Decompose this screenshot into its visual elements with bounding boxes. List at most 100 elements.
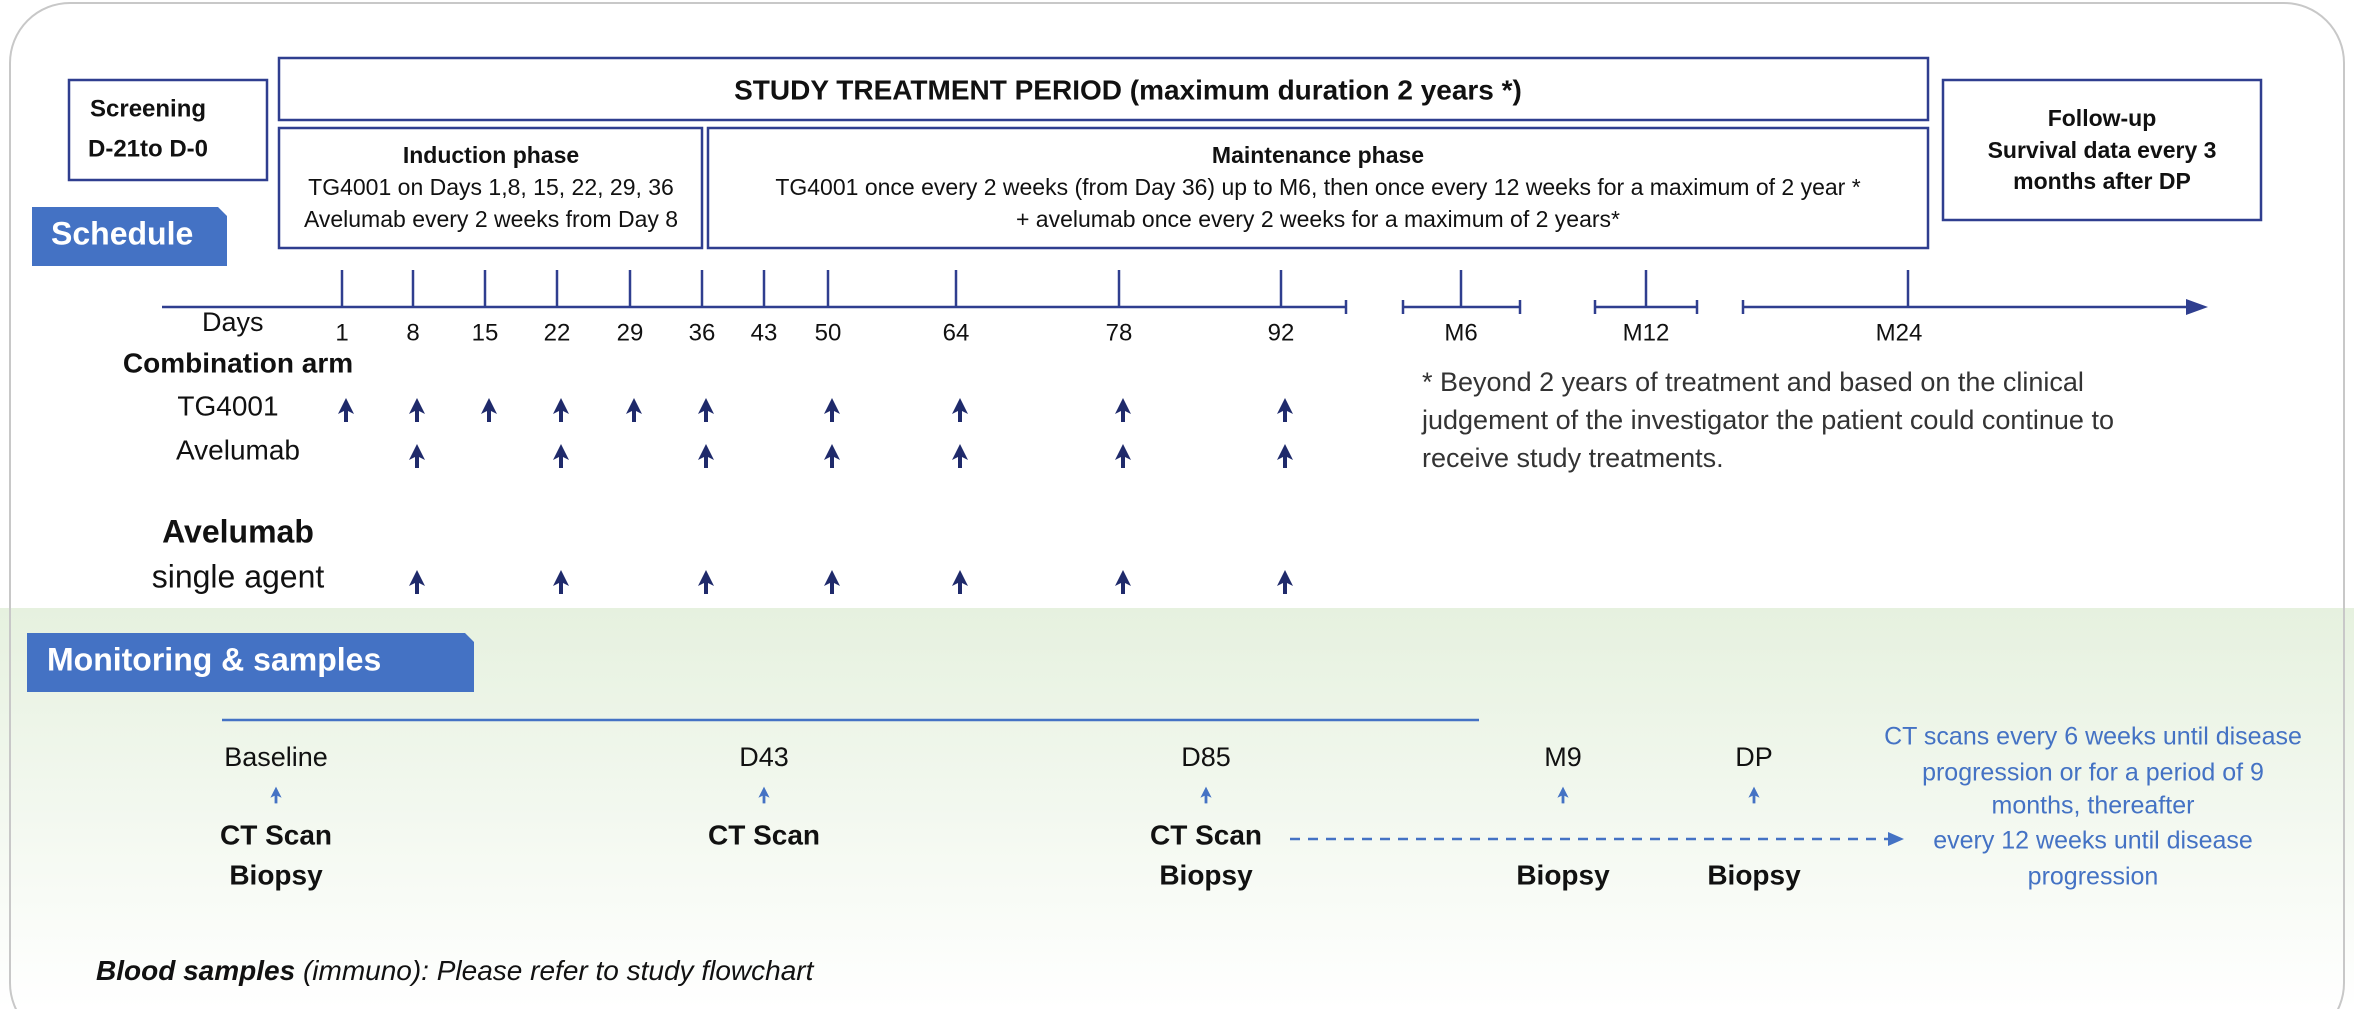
footnote-line: receive study treatments. (1422, 443, 1724, 473)
arrow (698, 444, 714, 468)
arrow (409, 398, 425, 422)
arrow (1115, 570, 1131, 594)
point-label: M9 (1544, 742, 1582, 772)
screening-box (67, 78, 269, 182)
schedule-tab (32, 207, 227, 266)
day-label: 29 (617, 319, 644, 346)
arrow (698, 570, 714, 594)
arrow (1557, 786, 1569, 804)
arrow (1115, 444, 1131, 468)
arrow (1277, 570, 1293, 594)
treatment-period-box (277, 56, 1930, 122)
point-label: D43 (739, 742, 789, 772)
ct-note-line: months, thereafter (1992, 792, 2195, 820)
arm-row-label: TG4001 (177, 390, 278, 421)
arrow (1277, 398, 1293, 422)
arrow (338, 398, 354, 422)
arrow (270, 786, 282, 804)
maintenance-title: Maintenance phase (1212, 142, 1424, 168)
footnote-line: * Beyond 2 years of treatment and based … (1422, 367, 2084, 397)
point-label: D85 (1181, 742, 1231, 772)
arrow (824, 570, 840, 594)
schedule-label: Schedule (51, 215, 193, 251)
day-label: 64 (943, 319, 970, 346)
arrow (1200, 786, 1212, 804)
frame (9, 2, 2345, 1009)
monitoring-label: Monitoring & samples (47, 641, 381, 677)
arrow (1277, 444, 1293, 468)
induction-box (277, 126, 704, 250)
blood-note-bold: Blood samples (96, 955, 295, 986)
day-label: 43 (751, 319, 778, 346)
follow-up-box (1941, 78, 2263, 222)
day-label: 1 (335, 319, 348, 346)
arrow (824, 444, 840, 468)
maintenance-line: + avelumab once every 2 weeks for a maxi… (1016, 206, 1620, 232)
arrow (626, 398, 642, 422)
monitoring-points: Baseline CT Scan Biopsy D43 CT Scan D85 CT Sca… (220, 742, 1801, 890)
maintenance-box (706, 126, 1930, 250)
ct-scan-label: CT Scan (220, 819, 332, 850)
day-label: 50 (815, 319, 842, 346)
arrow (952, 570, 968, 594)
single-agent-label: Avelumab (162, 513, 314, 549)
day-label: 8 (406, 319, 419, 346)
blood-note: Blood samples (immuno): Please refer to … (96, 955, 815, 986)
arrow (553, 398, 569, 422)
induction-title: Induction phase (403, 142, 579, 168)
follow-up-line: Survival data every 3 (1988, 137, 2217, 163)
arrow (553, 444, 569, 468)
arrow (553, 570, 569, 594)
dashed-arrowhead (1888, 832, 1904, 846)
month-label: M12 (1623, 319, 1670, 346)
arrow (481, 398, 497, 422)
arrow (1748, 786, 1760, 804)
footnote-line: judgement of the investigator the patien… (1421, 405, 2114, 435)
arrow (409, 444, 425, 468)
ct-note-line: every 12 weeks until disease (1933, 827, 2253, 855)
arrow (409, 570, 425, 594)
blood-note-rest: (immuno): Please refer to study flowchar… (295, 955, 814, 986)
screening-title: Screening (90, 95, 206, 122)
arrow (824, 398, 840, 422)
combination-arm-label: Combination arm (123, 347, 353, 378)
day-label: 92 (1268, 319, 1295, 346)
point-label: Baseline (224, 742, 328, 772)
arrow (1115, 398, 1131, 422)
induction-line: Avelumab every 2 weeks from Day 8 (304, 206, 678, 232)
arrow (952, 444, 968, 468)
day-label: 22 (544, 319, 571, 346)
month-label: M24 (1876, 319, 1923, 346)
ct-scan-label: CT Scan (708, 819, 820, 850)
month-label: M6 (1444, 319, 1477, 346)
days-label: Days (202, 307, 264, 337)
day-label: 15 (472, 319, 499, 346)
maintenance-line: TG4001 once every 2 weeks (from Day 36) … (775, 174, 1860, 200)
day-label: 36 (689, 319, 716, 346)
biopsy-label: Biopsy (1707, 859, 1801, 890)
ct-note-line: progression (2028, 863, 2159, 891)
ct-scan-label: CT Scan (1150, 819, 1262, 850)
screening-days: D-21to D-0 (88, 135, 208, 162)
biopsy-label: Biopsy (1159, 859, 1253, 890)
day-ticks: 1 8 15 22 29 36 43 50 64 78 92 M6 M12 M24 (335, 270, 1922, 346)
follow-up-line: Follow-up (2048, 105, 2157, 131)
biopsy-label: Biopsy (1516, 859, 1610, 890)
biopsy-label: Biopsy (229, 859, 323, 890)
treatment-period-title: STUDY TREATMENT PERIOD (maximum duration… (734, 74, 1522, 105)
arrow (698, 398, 714, 422)
follow-up-line: months after DP (2013, 168, 2191, 194)
monitoring-tab (27, 633, 474, 692)
induction-line: TG4001 on Days 1,8, 15, 22, 29, 36 (308, 174, 674, 200)
single-agent-label: single agent (152, 558, 325, 594)
point-label: DP (1735, 742, 1773, 772)
timeline (162, 300, 2190, 314)
dose-arrows (338, 398, 1293, 594)
arrow (758, 786, 770, 804)
arm-row-label: Avelumab (176, 434, 300, 465)
ct-note-line: CT scans every 6 weeks until disease (1884, 723, 2302, 751)
timeline-arrowhead (2186, 299, 2208, 315)
ct-note-line: progression or for a period of 9 (1922, 759, 2264, 787)
arrow (952, 398, 968, 422)
